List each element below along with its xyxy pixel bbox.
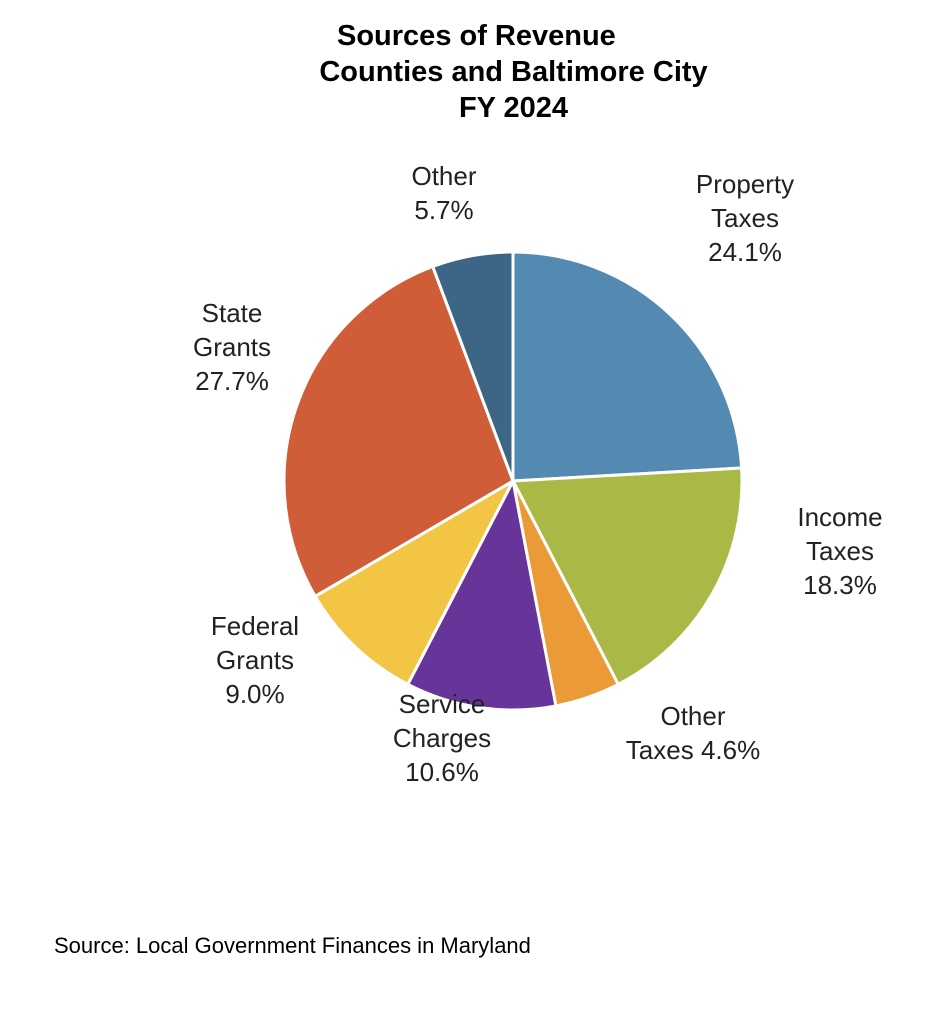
source-note: Source: Local Government Finances in Mar… <box>54 933 531 958</box>
slice-label-line: Grants <box>216 645 294 675</box>
slice-label-line: Taxes 4.6% <box>626 735 760 765</box>
slice-label: Property Taxes 24.1% <box>696 169 794 267</box>
slice-label-line: 10.6% <box>405 757 479 787</box>
slice-label-line: Taxes <box>711 203 779 233</box>
slice-label-line: Charges <box>393 723 491 753</box>
slice-label-line: 9.0% <box>225 679 284 709</box>
slice-label: Federal Grants 9.0% <box>211 611 299 709</box>
slice-label: Other Taxes 4.6% <box>626 701 760 765</box>
slice-label-line: 18.3% <box>803 570 877 600</box>
pie-slice <box>313 479 515 686</box>
pie-slice <box>406 479 558 712</box>
slice-label: State Grants 27.7% <box>193 298 271 396</box>
slice-label-line: Other <box>411 161 476 191</box>
slice-label-line: 27.7% <box>195 366 269 396</box>
slice-label-line: Service <box>399 689 486 719</box>
slice-label-line: Other <box>660 701 725 731</box>
pie-slice <box>511 250 744 483</box>
pie-slice <box>511 466 744 686</box>
slice-label-line: Property <box>696 169 794 199</box>
pie-slice <box>282 265 515 598</box>
slice-label: Other 5.7% <box>411 161 476 225</box>
slice-label-line: 5.7% <box>414 195 473 225</box>
slice-label: Income Taxes 18.3% <box>797 502 882 600</box>
pie-slice <box>431 250 515 483</box>
slice-label-line: Grants <box>193 332 271 362</box>
chart-title-line-1: Sources of Revenue <box>337 20 616 52</box>
slice-label-line: Federal <box>211 611 299 641</box>
chart-title-line-2: Counties and Baltimore City <box>319 56 708 88</box>
slice-label-line: 24.1% <box>708 237 782 267</box>
slice-label-line: State <box>202 298 263 328</box>
slice-label: Service Charges 10.6% <box>393 689 491 787</box>
slice-label-line: Taxes <box>806 536 874 566</box>
chart-title-line-3: FY 2024 <box>458 92 569 124</box>
slice-label-line: Income <box>797 502 882 532</box>
